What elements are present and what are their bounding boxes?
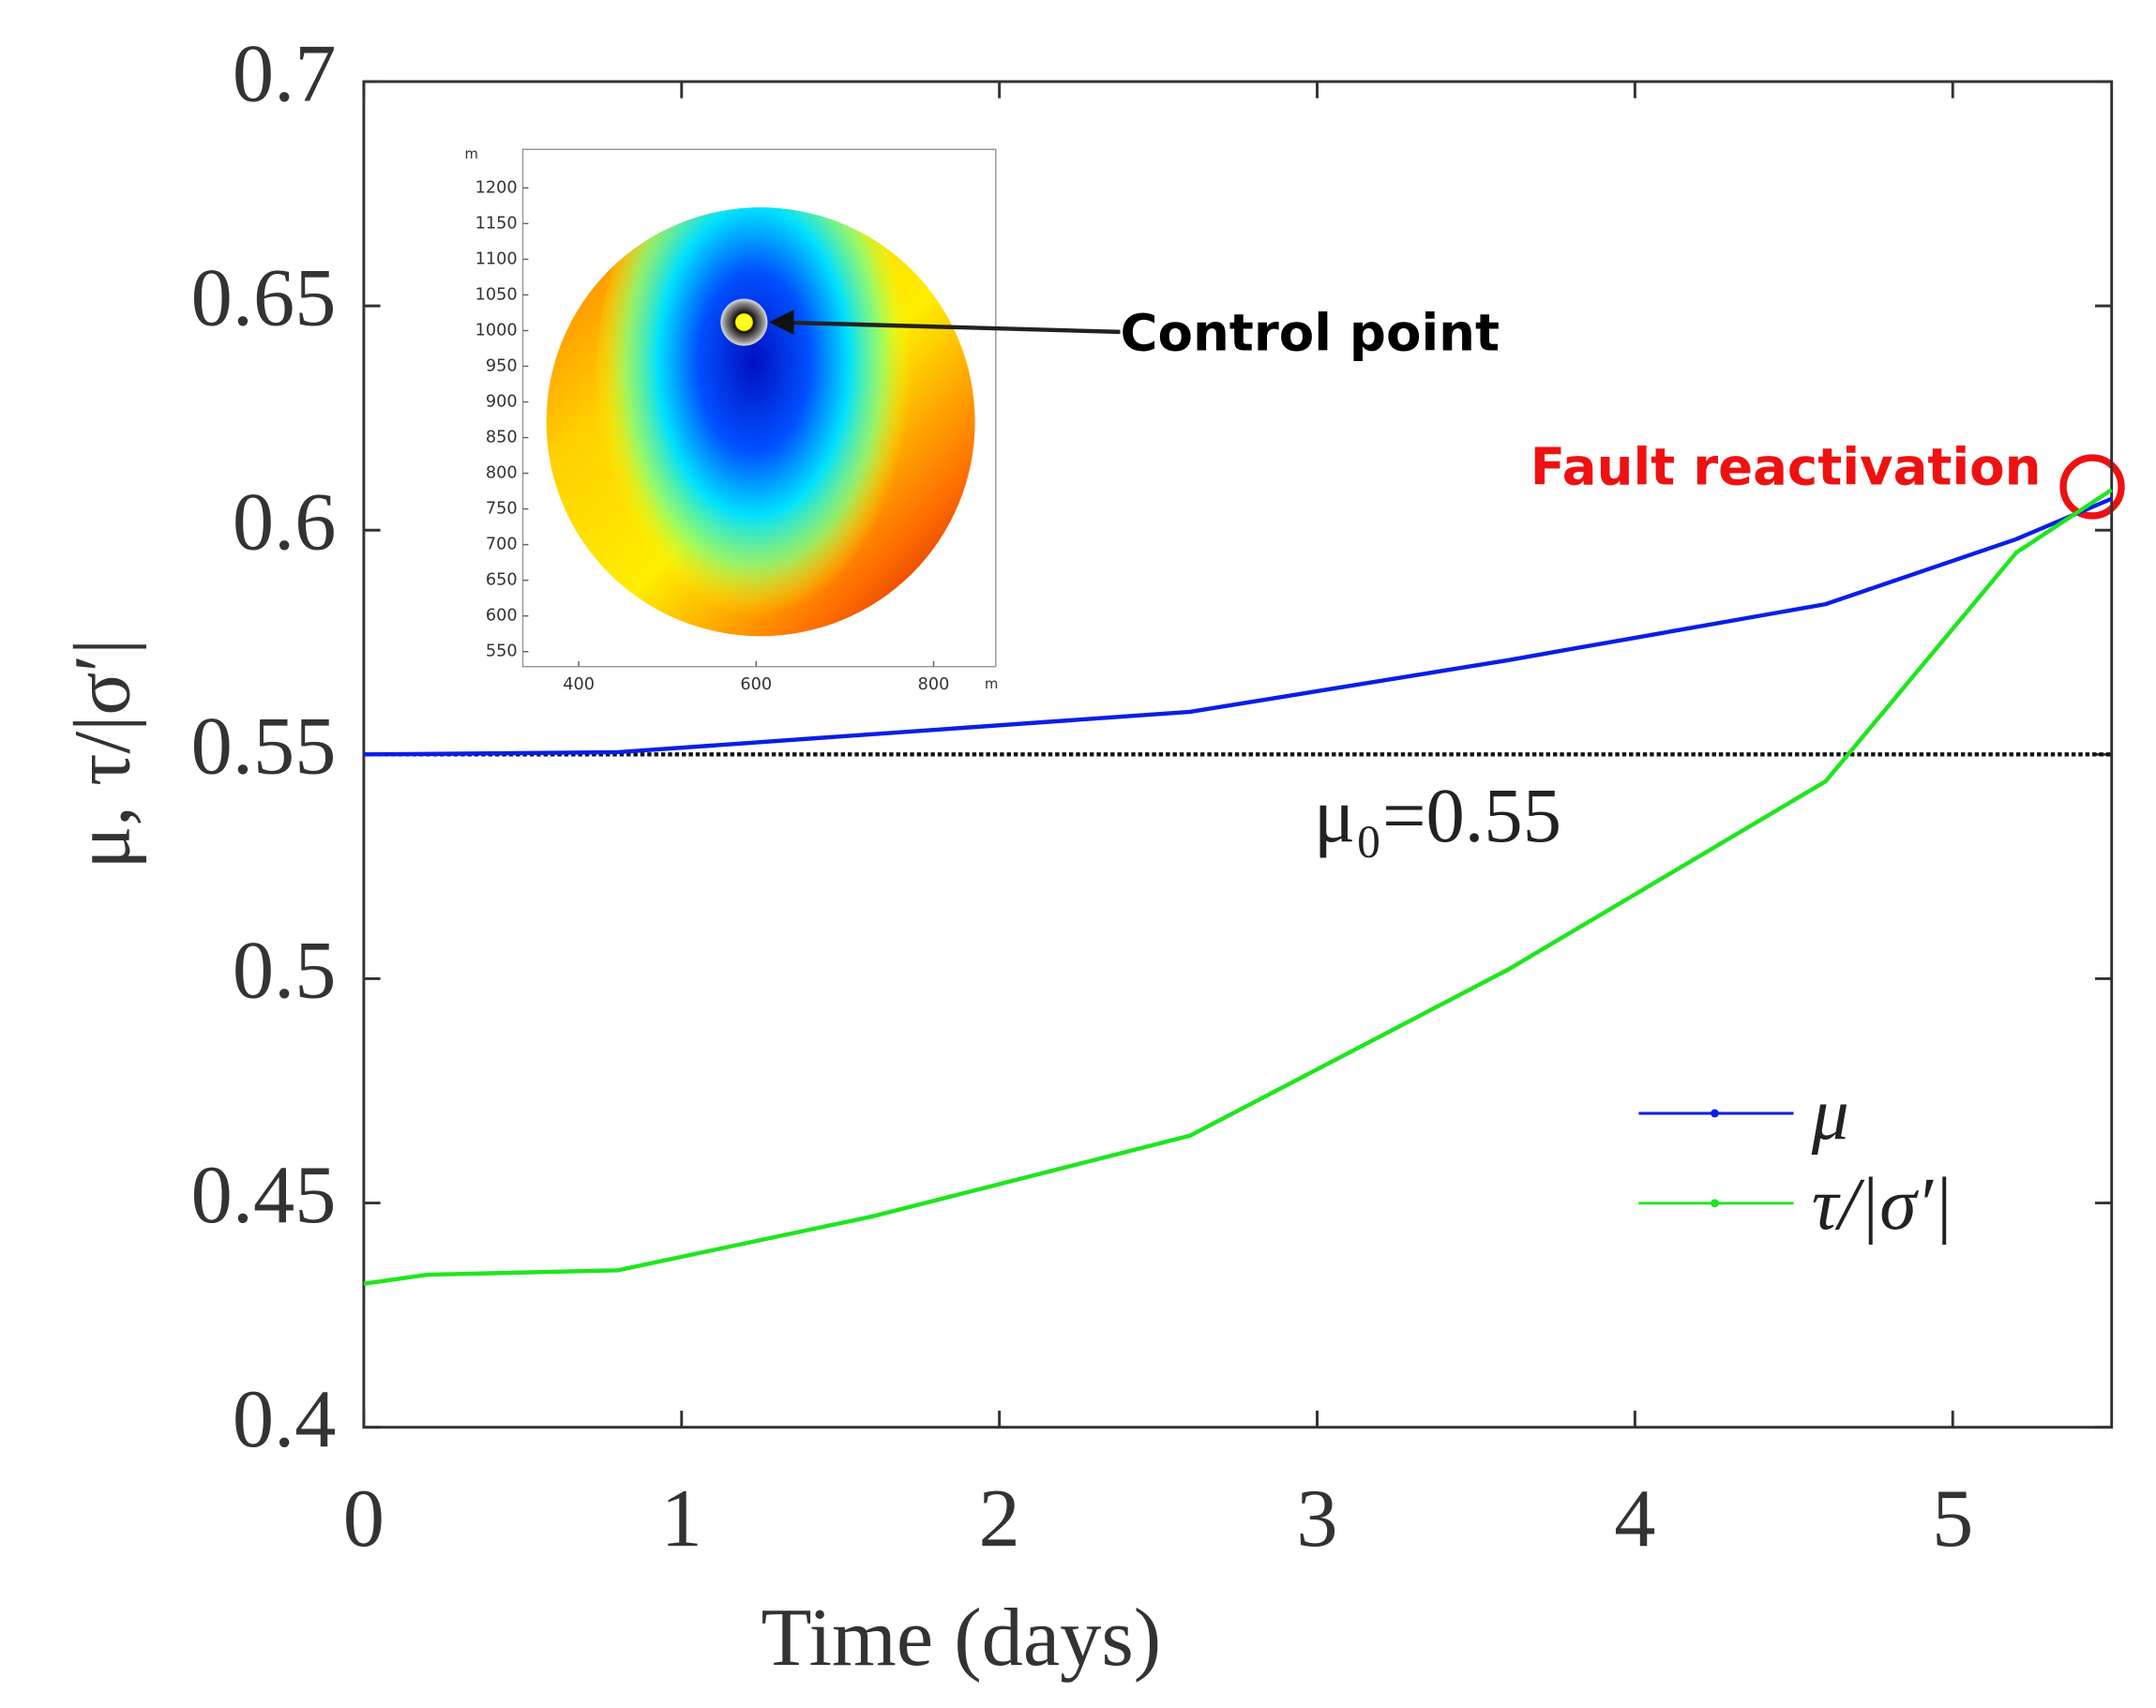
y-tick-label: 0.7 (233, 27, 337, 119)
inset-y-tick-label: 950 (486, 356, 518, 375)
y-tick-label: 0.6 (233, 476, 337, 568)
y-tick-label: 0.55 (191, 701, 337, 793)
x-tick-label: 0 (343, 1473, 384, 1564)
inset-x-tick-label: 800 (918, 675, 950, 694)
inset-y-tick-label: 900 (486, 393, 518, 412)
arrow (776, 320, 1121, 335)
inset-y-tick-label: 550 (486, 642, 518, 661)
inset-y-tick-label: 1000 (475, 321, 518, 340)
y-tick-label: 0.65 (191, 251, 337, 343)
inset-x-tick-label: 400 (563, 675, 595, 694)
inset-y-tick-label: 1100 (475, 249, 518, 268)
x-tick-label: 5 (1932, 1473, 1973, 1564)
inset-unit: m (465, 146, 478, 162)
line-series (363, 488, 2113, 1286)
x-tick-label: 2 (979, 1473, 1020, 1564)
inset-y-tick-label: 750 (486, 500, 518, 519)
inset-y-tick-label: 800 (486, 464, 518, 483)
x-axis-label: Time (days) (761, 1592, 1162, 1684)
legend-label: τ/|σ′| (1812, 1163, 1953, 1246)
inset-y-tick-label: 1150 (475, 214, 518, 233)
inset-unit: m (985, 676, 998, 692)
y-tick-label: 0.5 (233, 925, 337, 1017)
inset-y-tick-label: 1200 (475, 178, 518, 197)
y-tick-label: 0.4 (233, 1373, 337, 1465)
inset-y-tick-label: 1050 (475, 285, 518, 304)
annotation: Control point (1120, 302, 1500, 362)
control-point (720, 298, 768, 346)
inset-y-tick-label: 850 (486, 429, 518, 447)
reference-label: μ₀=0.55 (1314, 772, 1561, 858)
highlight-circle (2059, 454, 2125, 520)
x-tick-label: 3 (1296, 1473, 1337, 1564)
legend-label: μ (1811, 1073, 1849, 1156)
inset-y-tick-label: 600 (486, 607, 518, 626)
x-tick-label: 4 (1614, 1473, 1655, 1564)
inset-x-tick-label: 600 (740, 675, 772, 694)
inset: 400 600 800 550 600 650 700 750 800 850 900 950 1000… (465, 146, 999, 694)
inset-y-tick-label: 650 (486, 571, 518, 590)
arrow-head (768, 310, 794, 335)
annotation: Fault reactivation (1530, 436, 2042, 496)
inset-field (595, 207, 913, 637)
inset-y-tick-label: 700 (486, 536, 518, 554)
y-axis-label: μ, τ/|σ′| (59, 639, 147, 869)
legend-marker (1711, 1109, 1719, 1118)
x-tick-label: 1 (661, 1473, 702, 1564)
legend-marker (1711, 1199, 1719, 1208)
line-series (363, 496, 2113, 757)
y-tick-label: 0.45 (191, 1149, 337, 1241)
